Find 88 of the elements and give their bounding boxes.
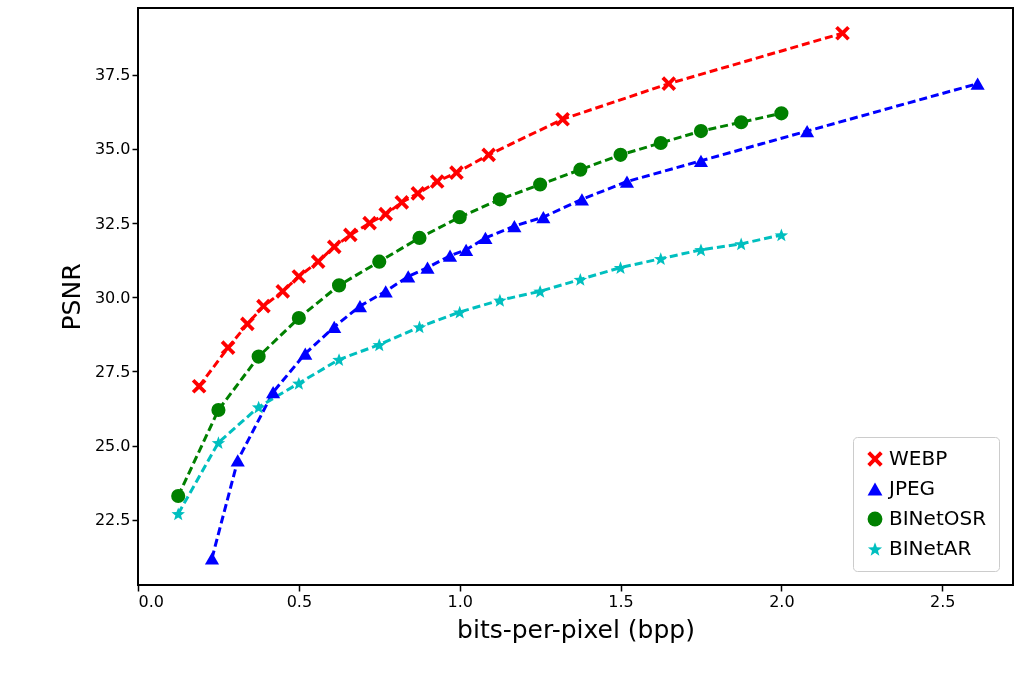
point (613, 147, 628, 162)
point (734, 115, 749, 130)
point (331, 278, 347, 293)
legend-label: WEBP (889, 446, 948, 470)
point (211, 402, 226, 418)
y-tick-label: 27.5 (94, 361, 131, 381)
point (310, 254, 326, 269)
point (734, 237, 748, 251)
point (694, 243, 708, 257)
point (240, 316, 255, 332)
point (352, 300, 368, 313)
point (420, 261, 435, 274)
legend-label: BINetAR (889, 536, 972, 560)
point (555, 111, 570, 127)
point (410, 186, 426, 201)
point (800, 124, 815, 138)
point (619, 175, 635, 188)
point (442, 249, 458, 262)
x-tick-label: 2.5 (930, 591, 956, 611)
point (412, 320, 427, 334)
x-tick-label: 0.0 (138, 591, 164, 611)
point (412, 230, 427, 245)
point (533, 177, 548, 192)
x-tick-label: 0.5 (286, 591, 313, 611)
point (372, 254, 387, 269)
point (774, 228, 789, 242)
point (211, 436, 226, 450)
point (291, 310, 306, 326)
legend-label: JPEG (887, 476, 936, 500)
point (493, 293, 507, 307)
point (429, 174, 445, 189)
point (394, 194, 410, 210)
point (362, 215, 377, 231)
point (220, 340, 236, 355)
point (481, 147, 496, 163)
point (693, 154, 709, 167)
x-tick-label: 1.5 (608, 591, 634, 611)
point (970, 77, 985, 90)
point (171, 507, 185, 521)
point (452, 210, 467, 225)
y-axis-title: PSNR (56, 263, 86, 331)
point (459, 243, 474, 256)
point (204, 552, 220, 565)
point (298, 347, 313, 360)
point (275, 283, 291, 299)
y-tick-label: 37.5 (94, 65, 131, 85)
point (372, 338, 386, 352)
point (507, 219, 522, 233)
y-tick-label: 32.5 (94, 213, 131, 233)
point (492, 192, 507, 207)
point (574, 193, 589, 206)
y-tick-label: 30.0 (94, 287, 131, 307)
point (536, 211, 551, 224)
point (191, 378, 207, 394)
point (378, 285, 393, 298)
point (573, 162, 588, 177)
point (326, 239, 342, 255)
point (653, 135, 668, 151)
x-axis-title: bits-per-pixel (bpp) (457, 614, 695, 644)
point (401, 270, 416, 283)
point (343, 227, 358, 243)
point (251, 349, 266, 364)
point (291, 269, 307, 284)
point (835, 25, 850, 41)
point (573, 273, 588, 286)
y-tick-label: 25.0 (94, 436, 131, 456)
point (661, 76, 677, 91)
point (693, 124, 709, 139)
point (478, 231, 493, 245)
point (774, 106, 789, 121)
point (654, 252, 668, 266)
x-tick-label: 1.0 (447, 591, 473, 611)
point (449, 165, 464, 180)
point (266, 386, 281, 399)
point (230, 454, 245, 467)
x-tick-label: 2.0 (769, 591, 795, 611)
point (452, 305, 467, 319)
point (256, 298, 271, 314)
point (327, 320, 342, 334)
legend-label: BINetOSR (889, 506, 987, 530)
point (533, 284, 547, 298)
point (251, 400, 266, 414)
point (171, 488, 186, 504)
y-tick-label: 22.5 (94, 510, 131, 530)
point (378, 206, 394, 222)
y-tick-label: 35.0 (94, 139, 131, 159)
point (292, 376, 306, 390)
point (332, 353, 346, 366)
